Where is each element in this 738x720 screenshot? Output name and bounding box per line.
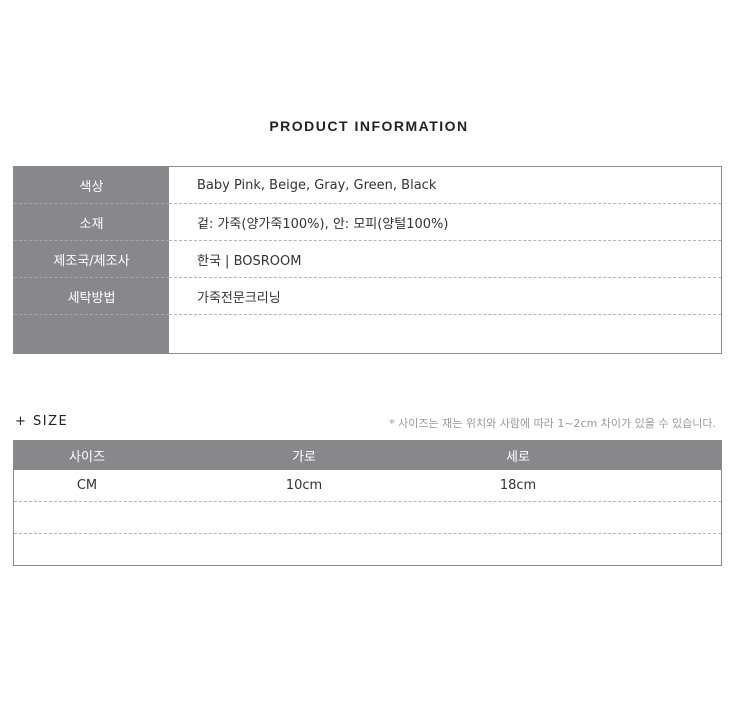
header-cell: 사이즈	[69, 449, 105, 465]
info-row-origin: 제조국/제조사 한국 | BOSROOM	[14, 241, 721, 278]
info-value: 가죽전문크리닝	[169, 278, 721, 315]
header-cell: 세로	[506, 449, 530, 465]
header-cell: 가로	[292, 449, 316, 465]
table-cell	[17, 534, 157, 565]
table-cell: CM	[76, 478, 98, 493]
table-row	[14, 534, 721, 565]
info-label: 제조국/제조사	[14, 241, 169, 278]
info-value: 겉: 가죽(양가죽100%), 안: 모피(양털100%)	[169, 204, 721, 241]
info-row-washing: 세탁방법 가죽전문크리닝	[14, 278, 721, 315]
table-cell	[234, 534, 374, 565]
size-table-header: 사이즈 가로 세로	[14, 440, 721, 470]
table-cell	[234, 502, 374, 533]
table-cell	[448, 502, 588, 533]
table-cell: 10cm	[285, 478, 323, 493]
info-row-color: 색상 Baby Pink, Beige, Gray, Green, Black	[14, 167, 721, 204]
info-label: 소재	[14, 204, 169, 241]
info-row-material: 소재 겉: 가죽(양가죽100%), 안: 모피(양털100%)	[14, 204, 721, 241]
table-row	[14, 502, 721, 534]
info-value: Baby Pink, Beige, Gray, Green, Black	[169, 167, 721, 204]
size-table: 사이즈 가로 세로 CM 10cm 18cm	[13, 440, 722, 566]
info-value	[169, 315, 721, 353]
table-row: CM 10cm 18cm	[14, 470, 721, 502]
table-cell	[17, 502, 157, 533]
info-label: 색상	[14, 167, 169, 204]
size-section-label: + SIZE	[15, 414, 69, 429]
table-cell	[448, 534, 588, 565]
size-note: * 사이즈는 재는 위치와 사람에 따라 1~2cm 차이가 있을 수 있습니다…	[389, 417, 716, 430]
info-row-empty	[14, 315, 721, 353]
page-title: PRODUCT INFORMATION	[269, 118, 469, 134]
product-info-table: 색상 Baby Pink, Beige, Gray, Green, Black …	[13, 166, 722, 354]
info-label: 세탁방법	[14, 278, 169, 315]
table-cell: 18cm	[499, 478, 537, 493]
info-label	[14, 315, 169, 353]
info-value: 한국 | BOSROOM	[169, 241, 721, 278]
